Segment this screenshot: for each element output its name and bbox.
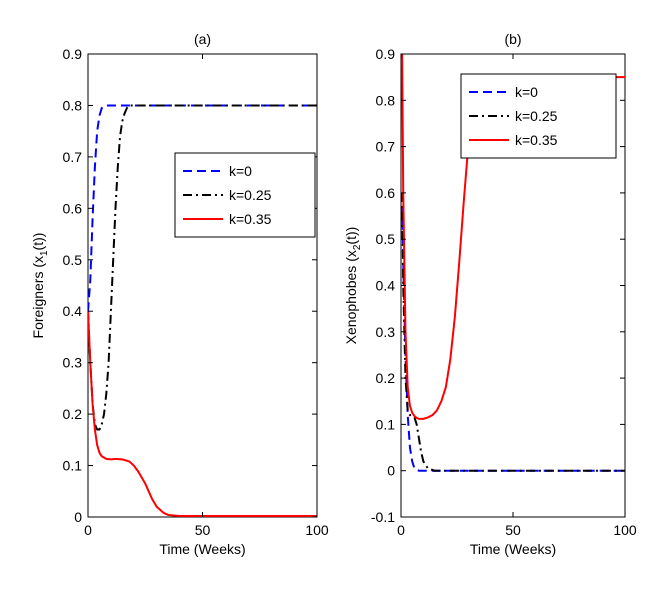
y-tick-label: 0.7 bbox=[376, 139, 396, 155]
y-tick-label: 0.6 bbox=[376, 185, 396, 201]
legend-box bbox=[460, 73, 617, 159]
y-tick-label: 0.5 bbox=[376, 231, 396, 247]
legend-label-k=0.25: k=0.25 bbox=[229, 187, 272, 203]
x-tick-label: 0 bbox=[84, 522, 92, 538]
y-tick-label: 0.4 bbox=[63, 303, 83, 319]
y-tick-label: 0.4 bbox=[376, 278, 396, 294]
y-tick-label: 0.6 bbox=[63, 200, 83, 216]
y-tick-label: 0.1 bbox=[63, 458, 83, 474]
y-axis-label: Foreigners (x1(t)) bbox=[30, 233, 50, 339]
x-tick-label: 0 bbox=[397, 522, 405, 538]
x-tick-label: 100 bbox=[305, 522, 329, 538]
legend-box bbox=[174, 152, 316, 238]
y-tick-label: 0.3 bbox=[376, 324, 396, 340]
legend: k=0 k=0.25 k=0.35 bbox=[460, 73, 617, 159]
y-tick-label: 0.8 bbox=[376, 92, 396, 108]
y-tick-label: 0.8 bbox=[63, 97, 83, 113]
x-tick-label: 50 bbox=[505, 522, 521, 538]
x-tick-label: 50 bbox=[195, 522, 211, 538]
legend-label-k=0: k=0 bbox=[515, 84, 538, 100]
y-tick-label: 0.9 bbox=[376, 46, 396, 62]
y-tick-label: 0 bbox=[74, 509, 82, 525]
legend: k=0 k=0.25 k=0.35 bbox=[174, 152, 316, 238]
series-line-k=0.25 bbox=[88, 104, 317, 431]
y-tick-label: 0.7 bbox=[63, 149, 83, 165]
chart-title: (b) bbox=[504, 31, 521, 47]
series-line-k=0.25 bbox=[401, 192, 625, 472]
y-axis-label: Xenophobes (x2(t)) bbox=[343, 227, 363, 345]
y-tick-label: 0.2 bbox=[376, 370, 396, 386]
x-tick-label: 100 bbox=[613, 522, 637, 538]
plot-frame bbox=[87, 53, 318, 518]
y-tick-label: 0.2 bbox=[63, 406, 83, 422]
x-axis-label: Time (Weeks) bbox=[470, 541, 556, 557]
chart-title: (a) bbox=[194, 31, 211, 47]
y-tick-label: -0.1 bbox=[371, 509, 395, 525]
legend-label-k=0.25: k=0.25 bbox=[515, 108, 558, 124]
y-tick-label: 0.1 bbox=[376, 416, 396, 432]
y-tick-label: 0.3 bbox=[63, 355, 83, 371]
series-line-k=0 bbox=[88, 104, 317, 312]
series-line-k=0.35 bbox=[88, 311, 317, 517]
legend-label-k=0.35: k=0.35 bbox=[229, 211, 272, 227]
chart-panel-2: 0 50 100-0.100.10.20.30.40.50.60.70.80.9(b… bbox=[343, 31, 637, 557]
y-tick-label: 0.9 bbox=[63, 46, 83, 62]
x-axis-label: Time (Weeks) bbox=[159, 541, 245, 557]
legend-label-k=0: k=0 bbox=[229, 163, 252, 179]
chart-panel-1: 0 50 100 0 0.1 0.2 0.3 0.4 0.5 0.6 0.7 0.8 0.9 (a) Tim… bbox=[30, 31, 329, 557]
legend-label-k=0.35: k=0.35 bbox=[515, 132, 558, 148]
y-tick-label: 0 bbox=[387, 463, 395, 479]
y-tick-label: 0.5 bbox=[63, 252, 83, 268]
